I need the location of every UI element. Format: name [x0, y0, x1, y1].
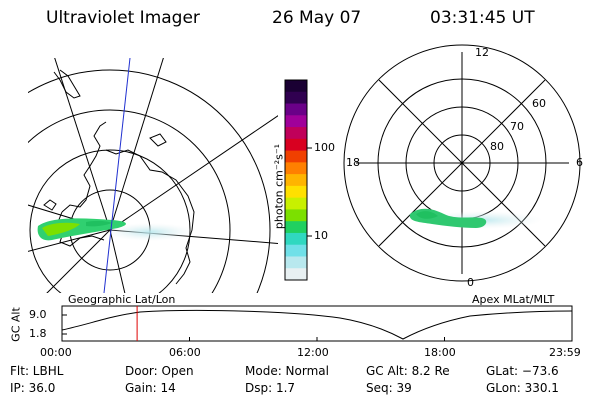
altitude-plot [61, 305, 573, 342]
time-label: 03:31:45 UT [430, 8, 535, 28]
mode-info: Mode: Normal [245, 364, 329, 378]
colorbar-unit-label: photon cm⁻²s⁻¹ [272, 143, 286, 230]
colorbar-segment [285, 162, 307, 175]
sequence-info: Seq: 39 [366, 381, 412, 395]
glat-info: GLat: −73.6 [486, 364, 559, 378]
colorbar-segment [285, 197, 307, 210]
colorbar-segment [285, 232, 307, 246]
colorbar-segment [285, 150, 307, 163]
app-title: Ultraviolet Imager [46, 8, 200, 28]
gain-info: Gain: 14 [125, 381, 176, 395]
mlat-label-80: 80 [490, 140, 504, 153]
mlat-label-60: 60 [532, 97, 546, 110]
colorbar-tick-100: 100 [314, 141, 335, 154]
colorbar-segment [285, 244, 307, 257]
filter-info: Flt: LBHL [10, 364, 64, 378]
colorbar-segment [285, 80, 307, 93]
magnetic-map [343, 44, 581, 282]
mlt-label-12: 12 [475, 46, 489, 59]
colorbar-segment [285, 127, 307, 140]
satellite-track [103, 58, 131, 293]
colorbar [285, 80, 307, 281]
colorbar-segment [285, 103, 307, 116]
colorbar-segment [285, 221, 307, 234]
altitude-ytick-1-8: 1.8 [29, 327, 47, 340]
xtick-label-0600: 06:00 [169, 346, 201, 359]
xtick-label-1200: 12:00 [297, 346, 329, 359]
magnetic-map-label: Apex MLat/MLT [472, 293, 555, 306]
xtick-label-1800: 18:00 [424, 346, 456, 359]
colorbar-segment [285, 268, 307, 281]
colorbar-segment [285, 209, 307, 222]
colorbar-tick-10: 10 [314, 229, 328, 242]
xtick-marks [61, 337, 573, 341]
colorbar-segment [285, 138, 307, 152]
ip-info: IP: 36.0 [10, 381, 56, 395]
altitude-plot-frame [61, 305, 573, 342]
aurora-emission-left [37, 218, 195, 241]
aurora-emission-right [409, 208, 542, 229]
dsp-info: Dsp: 1.7 [245, 381, 296, 395]
gc-altitude-info: GC Alt: 8.2 Re [366, 364, 450, 378]
glon-info: GLon: 330.1 [486, 381, 559, 395]
date-label: 26 May 07 [272, 8, 362, 28]
door-info: Door: Open [125, 364, 194, 378]
colorbar-segment [285, 115, 307, 128]
geographic-map-label: Geographic Lat/Lon [68, 293, 176, 306]
colorbar-segment [285, 91, 307, 105]
geographic-map [28, 58, 278, 293]
coastlines [43, 69, 195, 285]
altitude-curve [61, 309, 573, 340]
colorbar-segment [285, 185, 307, 199]
xtick-label-2359: 23:59 [549, 346, 581, 359]
colorbar-segment [285, 174, 307, 187]
altitude-ytick-9: 9.0 [29, 308, 47, 321]
xtick-label-0000: 00:00 [40, 346, 72, 359]
mlat-label-70: 70 [510, 120, 524, 133]
mlt-label-18: 18 [346, 156, 360, 169]
colorbar-ticks [307, 147, 312, 237]
mlt-label-0: 0 [467, 276, 474, 289]
colorbar-segment [285, 256, 307, 269]
altitude-ylabel: GC Alt [9, 307, 23, 342]
mlt-label-6: 6 [576, 156, 583, 169]
